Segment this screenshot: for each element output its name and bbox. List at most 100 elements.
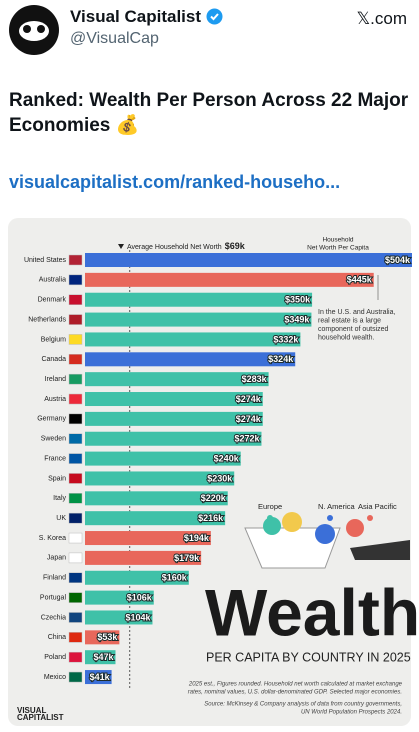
category-label: Sweden (41, 436, 66, 443)
flag (68, 274, 83, 286)
annotation: In the U.S. and Australia, (318, 309, 395, 316)
bar (85, 411, 263, 426)
flag (68, 512, 83, 524)
category-label: Austria (44, 396, 66, 403)
bar (85, 372, 269, 387)
value-label: $41k (90, 672, 111, 682)
flag (68, 671, 83, 683)
author-handle[interactable]: @VisualCap (70, 30, 159, 47)
chart-title: Wealth (205, 575, 419, 649)
author-name[interactable]: Visual Capitalist (70, 7, 223, 27)
reference-label-text: Average Household Net Worth (127, 244, 222, 251)
bar (85, 590, 154, 605)
legend-swatch (267, 515, 273, 521)
flag (68, 334, 83, 345)
flag (68, 592, 83, 603)
site-label: 𝕏.com (356, 9, 407, 28)
bar (85, 491, 228, 506)
category-label: Denmark (38, 297, 67, 304)
flag (68, 552, 83, 564)
annotation: real estate is a large (318, 317, 381, 324)
bar (85, 511, 226, 526)
verified-badge (206, 8, 223, 25)
category-label: Canada (41, 356, 66, 363)
value-label: $216k (198, 513, 224, 523)
flag (68, 632, 83, 643)
category-label: Belgium (41, 336, 66, 343)
value-label: $504k (385, 255, 411, 265)
brand: CAPITALIST (17, 713, 64, 722)
bar (85, 392, 263, 407)
bar (85, 312, 312, 327)
bar (85, 352, 296, 367)
category-label: United States (24, 257, 67, 264)
flag (68, 413, 83, 425)
category-label: Netherlands (28, 316, 66, 323)
chart-subtitle: PER CAPITA BY COUNTRY IN 2025 (206, 650, 411, 664)
avatar-logo (19, 21, 49, 41)
author-name-text: Visual Capitalist (70, 7, 202, 26)
brand: VISUAL (17, 706, 46, 715)
value-label: $104k (125, 612, 151, 622)
value-label: $274k (236, 394, 262, 404)
category-label: Japan (47, 555, 66, 562)
flag (68, 612, 83, 623)
legend-swatch (327, 515, 333, 521)
bar (85, 292, 313, 307)
annotation: household wealth. (318, 334, 374, 341)
value-label: $283k (242, 374, 268, 384)
value-label: $230k (207, 473, 233, 483)
avatar[interactable] (9, 5, 59, 55)
bar (85, 550, 202, 565)
flag (68, 532, 83, 544)
category-label: China (48, 634, 66, 641)
post-link[interactable]: visualcapitalist.com/ranked-househo... (9, 172, 341, 192)
annotation: component of outsized (318, 326, 389, 333)
bar (85, 630, 120, 645)
bar (85, 570, 189, 585)
footnote: rates, nominal values, U.S. dollar-denom… (188, 690, 402, 696)
legend-label: N. America (318, 502, 356, 511)
bar (85, 531, 211, 546)
value-label: $220k (201, 493, 227, 503)
flag (68, 572, 83, 584)
value-label: $106k (127, 592, 153, 602)
bar (85, 451, 241, 466)
category-label: Germany (37, 416, 66, 423)
bar (85, 431, 262, 446)
flag (68, 294, 83, 305)
footnote: Source: McKinsey & Company analysis of d… (204, 702, 402, 708)
category-label: Finland (43, 575, 66, 582)
bar (85, 272, 374, 287)
value-title: Household (322, 237, 353, 244)
category-label: Mexico (44, 674, 66, 681)
value-label: $194k (184, 533, 210, 543)
value-label: $324k (268, 354, 294, 364)
value-label: $272k (234, 434, 260, 444)
category-label: Czechia (41, 614, 66, 621)
flag (68, 433, 83, 444)
flag (68, 393, 83, 405)
category-label: S. Korea (39, 535, 66, 542)
category-label: France (44, 455, 66, 462)
post-text: Ranked: Wealth Per Person Across 22 Majo… (9, 90, 409, 136)
footnote: UN World Population Prospects 2024. (301, 710, 402, 716)
footnote: 2025 est., Figures rounded. Household ne… (188, 682, 403, 688)
category-label: Poland (44, 654, 66, 661)
value-label: $350k (285, 295, 311, 305)
category-label: UK (56, 515, 66, 522)
flag (68, 651, 83, 663)
bar (85, 610, 153, 625)
legend-label: Asia Pacific (358, 502, 397, 511)
category-label: Spain (48, 475, 66, 482)
reference-marker (118, 244, 124, 249)
category-label: Ireland (45, 376, 67, 383)
value-label: $349k (284, 314, 310, 324)
bar (85, 670, 112, 685)
reference-value: $69k (225, 241, 246, 251)
legend-label: Europe (258, 502, 282, 511)
value-label: $274k (236, 414, 262, 424)
flag (68, 254, 83, 266)
bar (85, 650, 116, 665)
